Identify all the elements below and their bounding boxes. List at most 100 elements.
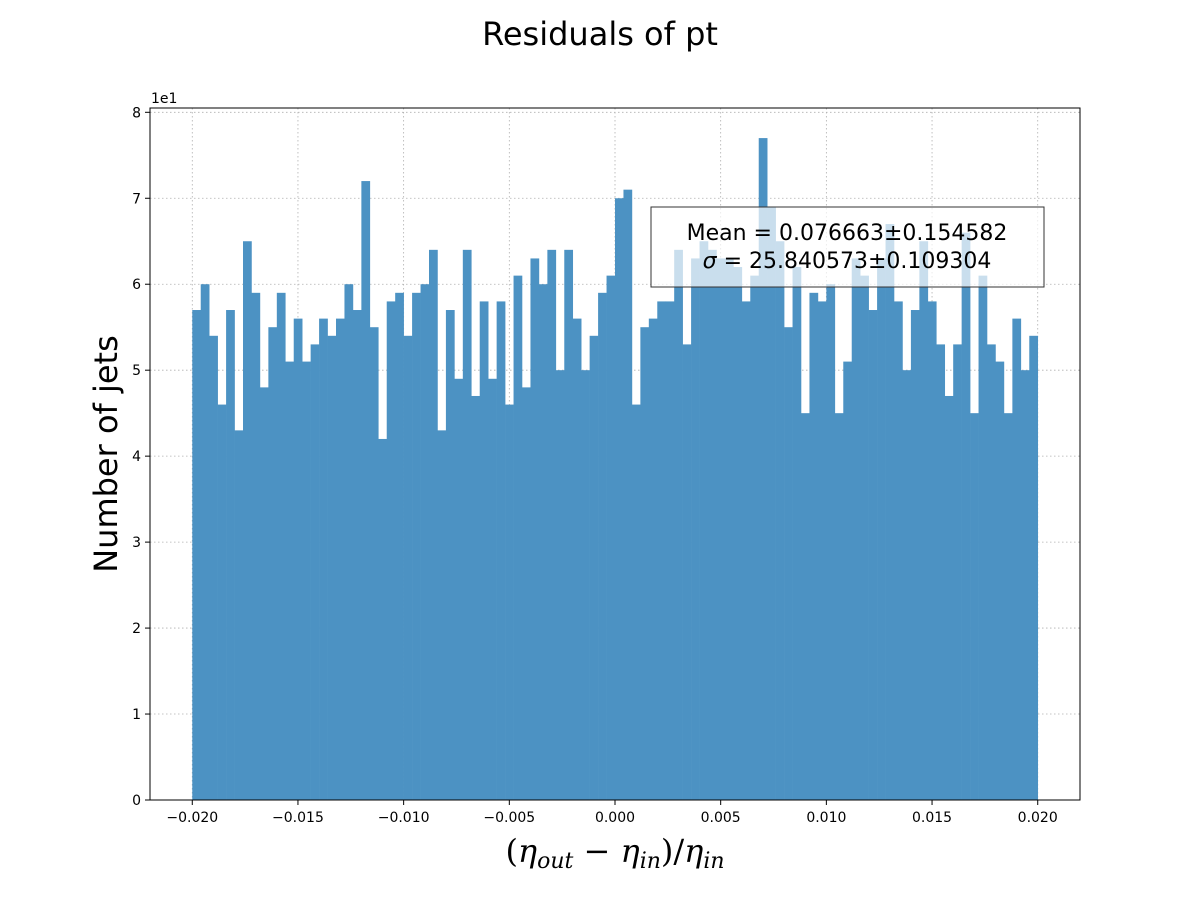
histogram-bar	[978, 275, 988, 800]
histogram-bar	[259, 387, 269, 800]
histogram-bar	[817, 301, 827, 800]
histogram-bar	[767, 206, 776, 800]
x-tick-label: 0.020	[1018, 810, 1058, 826]
x-tick-label: −0.005	[483, 810, 535, 826]
y-tick-label: 4	[132, 449, 141, 465]
histogram-bar	[910, 310, 920, 800]
histogram-bar	[302, 361, 311, 800]
y-tick-label: 5	[132, 363, 141, 379]
histogram-bar	[488, 378, 497, 800]
histogram-bar	[268, 327, 278, 800]
histogram-bar	[344, 284, 354, 800]
x-tick-label: −0.020	[166, 810, 218, 826]
sigma-symbol: σ	[703, 249, 718, 274]
x-tick-label: −0.015	[272, 810, 324, 826]
histogram-bar	[1020, 370, 1030, 800]
histogram-bar	[851, 258, 861, 800]
x-tick-label: 0.005	[701, 810, 741, 826]
histogram-bar	[319, 318, 328, 800]
x-label-eta-out: η	[518, 832, 537, 870]
histogram-bar	[243, 241, 252, 800]
histogram-bar	[750, 275, 760, 800]
chart-title: Residuals of pt	[482, 15, 718, 53]
histogram-bar	[657, 301, 667, 800]
x-label-minus: −	[573, 832, 620, 870]
y-tick-label: 6	[132, 277, 141, 293]
histogram-bar	[801, 413, 810, 800]
histogram-bar	[936, 344, 946, 800]
stats-sigma-text: σ = 25.840573±0.109304	[703, 249, 992, 274]
histogram-bar	[860, 275, 869, 800]
histogram-bar	[412, 292, 421, 800]
histogram-bar	[547, 249, 557, 801]
histogram-bar	[361, 181, 371, 800]
histogram-bar	[395, 292, 404, 800]
x-label-sub-in: in	[640, 849, 661, 874]
sigma-value: = 25.840573±0.109304	[717, 249, 992, 274]
histogram-bar	[826, 284, 836, 800]
histogram-bar	[226, 310, 235, 800]
histogram-bar	[462, 249, 472, 801]
x-tick-label: 0.015	[912, 810, 952, 826]
histogram-bar	[336, 318, 345, 800]
histogram-bar	[234, 430, 244, 800]
histogram-bar	[209, 335, 218, 800]
x-label-sub-in-denominator: in	[703, 849, 724, 874]
histogram-bar	[471, 395, 481, 800]
stats-annotation-box	[650, 206, 1045, 288]
histogram-bar	[513, 275, 523, 800]
histogram-bar	[784, 327, 793, 800]
histogram-bar	[623, 189, 633, 800]
histogram-bar	[877, 258, 886, 800]
x-tick-label: 0.010	[806, 810, 846, 826]
histogram-bar	[809, 292, 819, 800]
histogram-bar	[598, 292, 607, 800]
histogram-bar	[606, 275, 616, 800]
stats-annotation: Mean = 0.076663±0.154582 σ = 25.840573±0…	[650, 206, 1045, 288]
y-tick-label: 7	[132, 191, 141, 207]
y-tick-label: 0	[132, 793, 141, 809]
y-tick-label: 3	[132, 535, 141, 551]
histogram-bar	[192, 310, 202, 800]
histogram-bar	[674, 249, 683, 801]
histogram-bar	[648, 318, 658, 800]
x-label-open: (	[505, 832, 517, 870]
x-axis-label: (ηout − ηin)/ηin	[505, 832, 724, 874]
y-tick-label: 1	[132, 707, 141, 723]
y-offset-label: 1e1	[151, 91, 177, 107]
histogram-bar	[479, 301, 489, 800]
histogram-bar	[868, 310, 878, 800]
histogram-bar	[378, 438, 388, 800]
histogram-bar	[716, 258, 726, 800]
x-label-eta-in: η	[621, 832, 640, 870]
histogram-bar	[792, 267, 802, 800]
histogram-bar	[1003, 413, 1013, 800]
histogram-bar	[581, 370, 590, 800]
histogram-bar	[217, 404, 227, 800]
x-label-close-slash: )/	[661, 832, 684, 870]
histogram-bar	[538, 284, 548, 800]
histogram-bar	[505, 404, 514, 800]
histogram-bar	[885, 224, 895, 800]
histogram-bar	[927, 301, 937, 800]
histogram-bar	[555, 370, 565, 800]
histogram-bar	[454, 378, 464, 800]
stats-mean-text: Mean = 0.076663±0.154582	[687, 221, 1008, 246]
histogram-bar	[352, 310, 362, 800]
histogram-bar	[894, 301, 903, 800]
histogram-bar	[953, 344, 962, 800]
histogram-bar	[285, 361, 295, 800]
histogram-bar	[758, 138, 768, 800]
histogram-bar	[741, 301, 751, 800]
histogram-bar	[310, 344, 320, 800]
histogram-bar	[496, 301, 506, 800]
bars-layer	[192, 138, 1039, 801]
histogram-bar	[522, 387, 531, 800]
histogram-bar	[699, 241, 709, 800]
histogram-bar	[708, 249, 717, 801]
histogram-bar	[631, 404, 641, 800]
y-tick-label: 8	[132, 105, 141, 121]
histogram-bar	[640, 327, 650, 800]
